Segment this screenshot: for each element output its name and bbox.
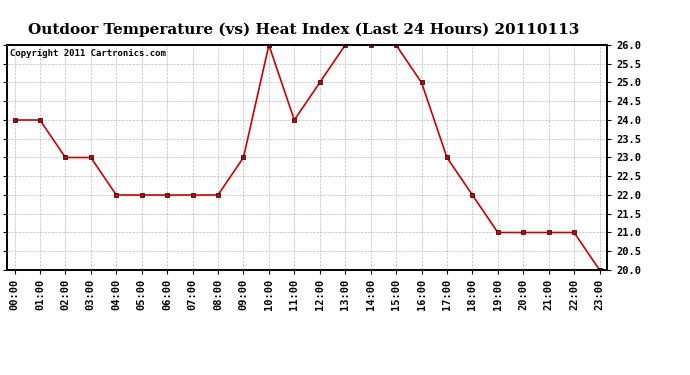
Text: Outdoor Temperature (vs) Heat Index (Last 24 Hours) 20110113: Outdoor Temperature (vs) Heat Index (Las… [28, 22, 580, 37]
Text: Copyright 2011 Cartronics.com: Copyright 2011 Cartronics.com [10, 50, 166, 58]
